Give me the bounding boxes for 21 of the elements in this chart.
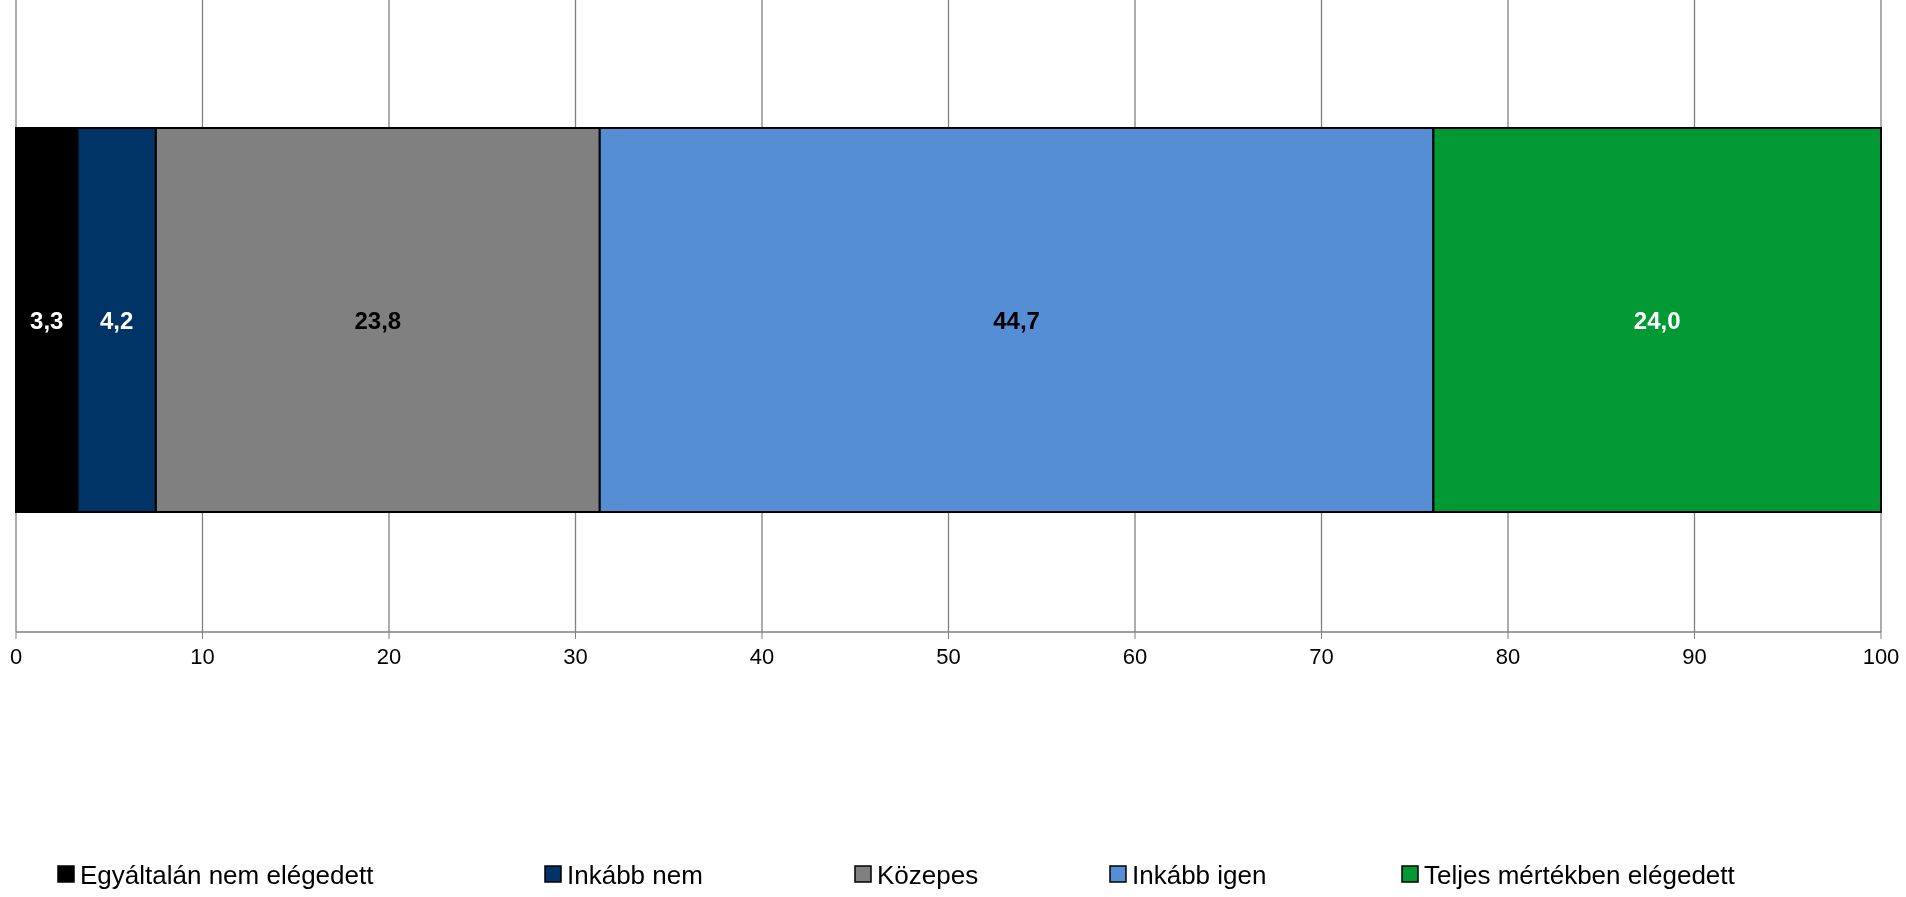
data-label: 24,0 [1633, 306, 1681, 334]
x-tick-label: 0 [9, 644, 23, 669]
x-tick-label: 80 [1495, 644, 1521, 669]
x-tick-label: 10 [190, 644, 215, 669]
data-label: 44,7 [993, 306, 1040, 334]
x-tick-label: 50 [936, 644, 961, 669]
x-tick-label: 20 [376, 644, 402, 669]
legend-label: Inkább igen [1132, 860, 1267, 890]
data-label: 4,2 [100, 306, 134, 334]
data-label: 23,8 [354, 306, 402, 334]
x-tick-label: 70 [1309, 644, 1334, 669]
x-tick-label: 100 [1862, 644, 1900, 669]
x-tick-label: 30 [563, 644, 588, 669]
data-label: 3,3 [30, 306, 64, 334]
legend-label: Inkább nem [567, 860, 703, 890]
legend-label: Egyáltalán nem elégedett [80, 860, 375, 890]
x-tick-label: 40 [749, 644, 775, 669]
x-tick-label: 60 [1122, 644, 1148, 669]
legend-label: Teljes mértékben elégedett [1424, 860, 1736, 890]
x-tick-label: 90 [1682, 644, 1707, 669]
legend-label: Közepes [877, 860, 979, 890]
